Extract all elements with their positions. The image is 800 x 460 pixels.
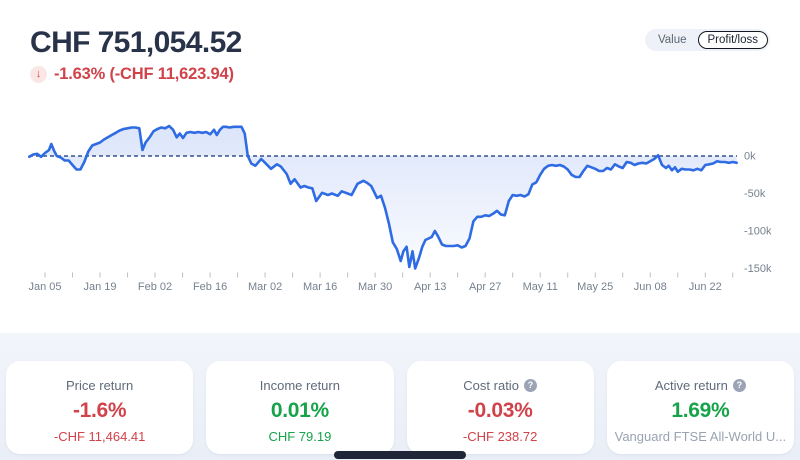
card-value: -1.6% (72, 399, 127, 422)
card-subvalue: -CHF 238.72 (462, 429, 538, 444)
profit-loss-chart[interactable]: Jan 05 Jan 19 Feb 02 Feb 16 Mar 02 Mar 16 Mar … (0, 100, 800, 305)
x-tick-label: May 25 (577, 281, 613, 293)
x-tick-label: Apr 27 (469, 281, 501, 293)
x-axis-ticks (44, 272, 734, 278)
x-tick-label: Mar 02 (248, 281, 282, 293)
card-subvalue: Vanguard FTSE All-World U... (614, 429, 787, 444)
y-tick-label: 0k (744, 151, 756, 163)
active-return-card: Active return ? 1.69% Vanguard FTSE All-… (606, 361, 794, 454)
card-value: -0.03% (467, 399, 533, 422)
toggle-value-button[interactable]: Value (647, 31, 698, 49)
info-icon[interactable]: ? (732, 379, 746, 392)
card-label: Price return (66, 378, 134, 393)
info-icon[interactable]: ? (523, 379, 537, 392)
change-text: -1.63% (-CHF 11,623.94) (54, 65, 234, 83)
x-tick-label: Apr 13 (414, 281, 446, 293)
x-tick-label: Feb 16 (193, 281, 227, 293)
cost-ratio-card: Cost ratio ? -0.03% -CHF 238.72 (406, 361, 594, 454)
card-value: 0.01% (270, 399, 329, 422)
down-arrow-icon: ↓ (30, 66, 47, 83)
x-tick-label: Feb 02 (138, 281, 172, 293)
stats-cards-row: Price return -1.6% -CHF 11,464.41 Income… (6, 361, 794, 454)
x-tick-label: May 11 (523, 281, 558, 293)
area-fill (29, 126, 737, 269)
x-tick-label: Mar 16 (303, 281, 337, 293)
profit-line (28, 124, 738, 270)
home-indicator-bar (334, 451, 466, 459)
card-subvalue: -CHF 11,464.41 (53, 429, 146, 444)
toggle-profit-loss-button[interactable]: Profit/loss (697, 31, 768, 49)
y-tick-label: -100k (744, 226, 772, 238)
page-title: CHF 751,054.52 (30, 26, 242, 59)
card-label: Active return (654, 378, 728, 393)
price-return-card: Price return -1.6% -CHF 11,464.41 (6, 361, 194, 454)
y-tick-label: -150k (744, 263, 772, 275)
card-label: Income return (259, 378, 340, 393)
x-tick-label: Jun 08 (634, 281, 667, 293)
card-subvalue: CHF 79.19 (268, 429, 332, 444)
x-tick-label: Mar 30 (358, 281, 392, 293)
x-tick-label: Jan 19 (84, 281, 117, 293)
x-tick-label: Jun 22 (689, 281, 722, 293)
card-label: Cost ratio (463, 378, 519, 393)
change-row: ↓ -1.63% (-CHF 11,623.94) (30, 65, 234, 84)
y-tick-label: -50k (744, 188, 766, 200)
x-tick-label: Jan 05 (29, 281, 62, 293)
card-value: 1.69% (671, 399, 730, 422)
x-axis-labels: Jan 05 Jan 19 Feb 02 Feb 16 Mar 02 Mar 16 Mar … (29, 281, 722, 293)
income-return-card: Income return 0.01% CHF 79.19 (206, 361, 394, 454)
view-toggle: Value Profit/loss (644, 29, 770, 51)
y-axis-labels: 0k -50k -100k -150k (744, 151, 772, 276)
